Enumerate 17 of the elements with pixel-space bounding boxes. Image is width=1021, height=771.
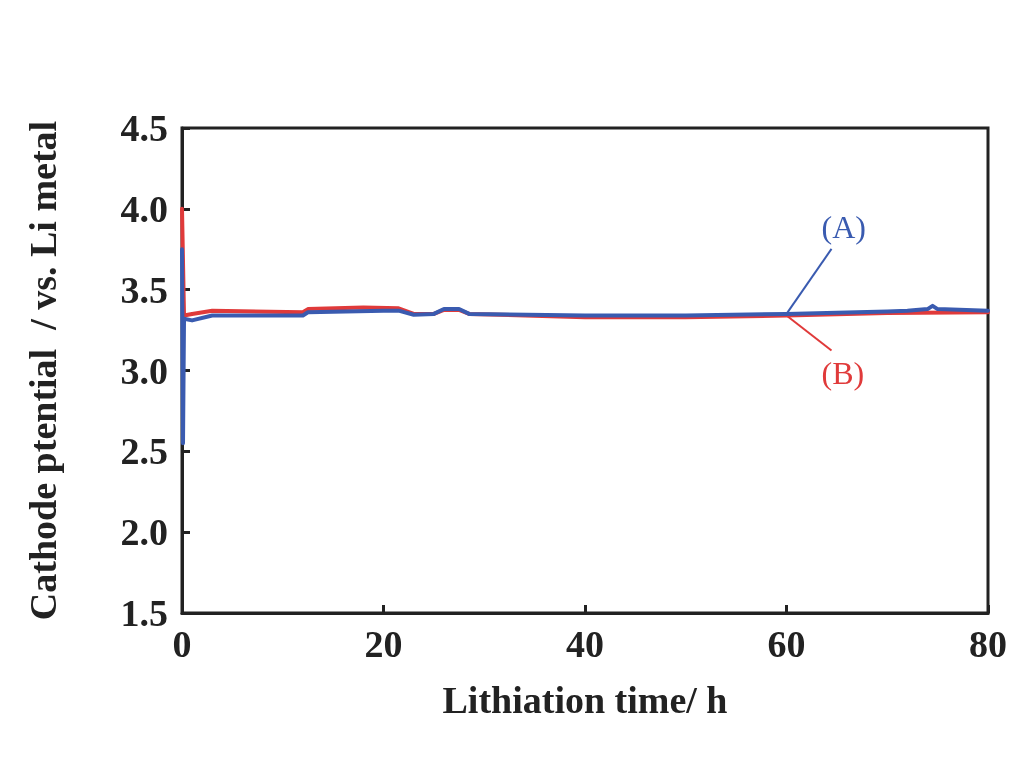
x-tick-label: 40 (566, 623, 604, 665)
y-axis-title: Cathode ptential / vs. Li metal (22, 120, 64, 621)
y-tick-label: 3.0 (120, 349, 168, 392)
y-tick-label: 3.5 (120, 268, 168, 311)
x-tick-label: 20 (364, 623, 403, 665)
legend-label: (B) (821, 354, 865, 391)
x-tick-label: 80 (969, 623, 1007, 665)
y-tick-label: 2.5 (120, 430, 168, 473)
line-series (180, 247, 990, 446)
y-tick-label: 4.5 (120, 107, 168, 149)
y-tick-label: 4.0 (120, 187, 168, 230)
x-tick-label: 60 (767, 623, 806, 665)
x-axis-title: Lithiation time/ h (442, 679, 728, 721)
text: (A) (821, 208, 866, 245)
y-tick-label: 2.0 (120, 511, 168, 554)
y-tick-label: 1.5 (120, 592, 168, 634)
x-tick-label: 0 (172, 623, 192, 665)
